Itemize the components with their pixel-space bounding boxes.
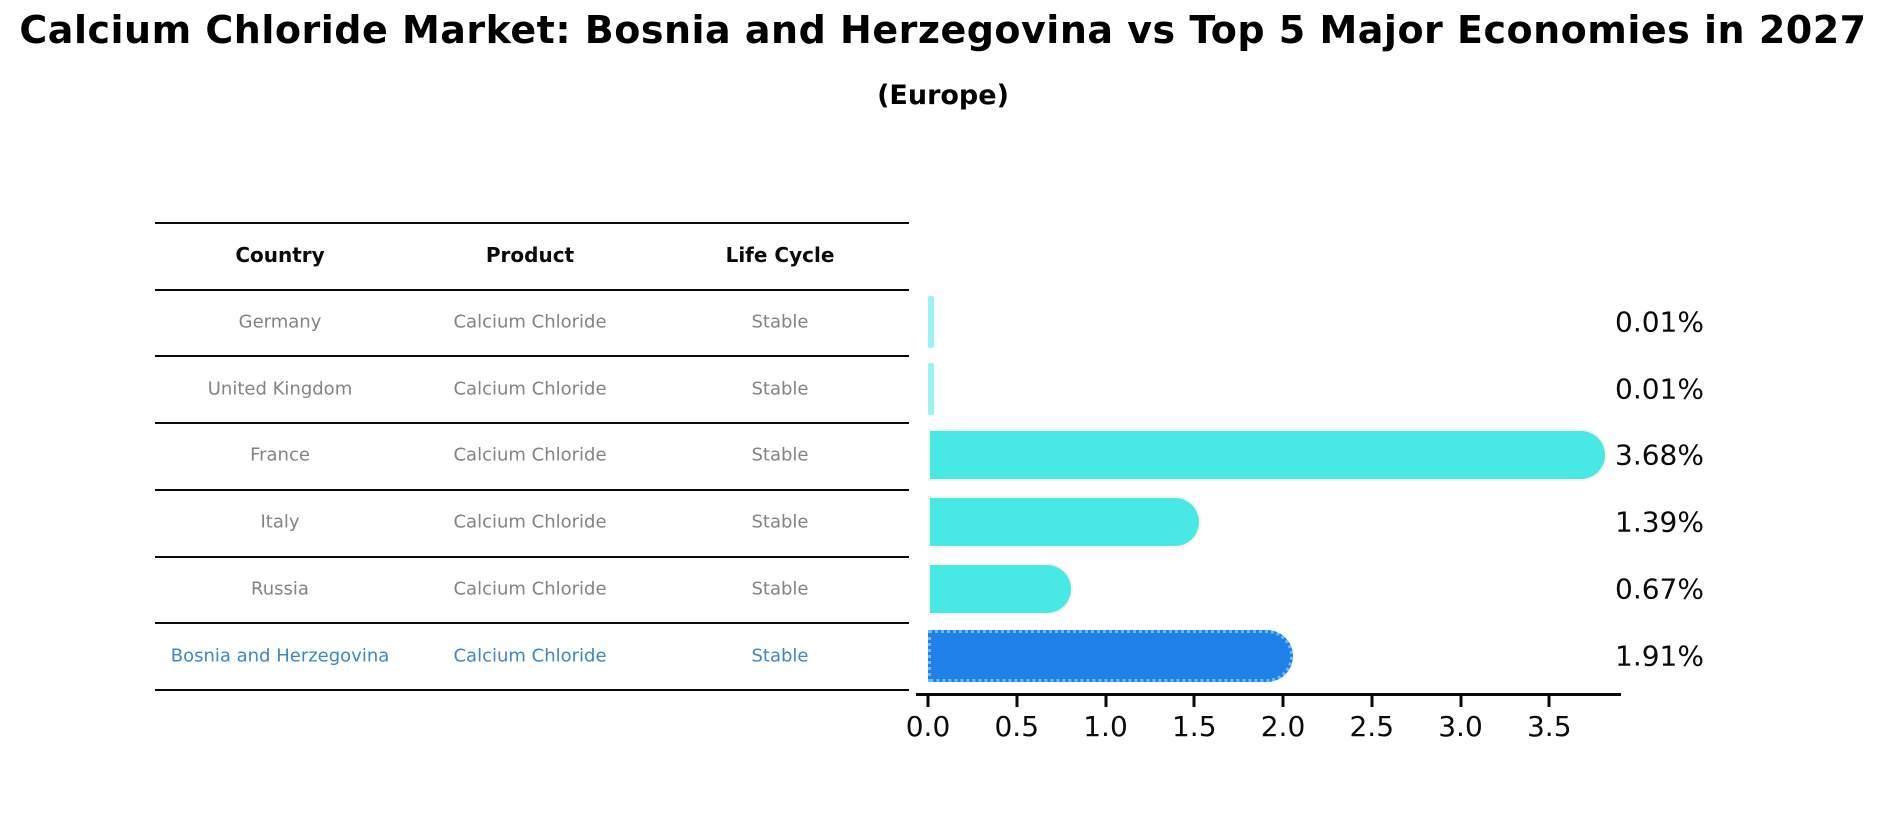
cell-product: Calcium Chloride bbox=[453, 444, 607, 466]
bar-bosnia-and-herzegovina bbox=[928, 629, 1293, 682]
x-axis-tick-label: 2.0 bbox=[1260, 710, 1306, 743]
cell-life-cycle: Stable bbox=[751, 511, 809, 533]
bar-value-label: 3.68% bbox=[1615, 438, 1704, 472]
bar-france bbox=[928, 429, 1607, 482]
cell-product: Calcium Chloride bbox=[453, 645, 607, 667]
table-rule-line bbox=[155, 488, 909, 491]
table-rule-line bbox=[155, 622, 909, 625]
x-axis-tick bbox=[926, 696, 930, 707]
column-header-life-cycle: Life Cycle bbox=[725, 243, 835, 267]
cell-product: Calcium Chloride bbox=[453, 578, 607, 600]
cell-product: Calcium Chloride bbox=[453, 511, 607, 533]
cell-country: Russia bbox=[251, 578, 309, 600]
cell-country: Germany bbox=[238, 311, 322, 333]
x-axis-tick-label: 1.5 bbox=[1171, 710, 1217, 743]
table-rule-line bbox=[155, 355, 909, 358]
x-axis-tick-label: 0.5 bbox=[994, 710, 1040, 743]
cell-country: United Kingdom bbox=[207, 378, 353, 400]
cell-country: Bosnia and Herzegovina bbox=[170, 645, 390, 667]
table-rule-line bbox=[155, 422, 909, 425]
chart-subtitle: (Europe) bbox=[877, 80, 1009, 111]
bar-germany bbox=[928, 296, 934, 349]
x-axis-tick bbox=[1104, 696, 1107, 707]
table-rule-line bbox=[155, 555, 909, 558]
x-axis-tick bbox=[1547, 696, 1551, 707]
cell-country: France bbox=[250, 444, 310, 466]
x-axis-tick bbox=[1370, 696, 1374, 707]
x-axis-tick bbox=[1281, 696, 1285, 707]
bar-value-label: 0.67% bbox=[1615, 572, 1704, 606]
x-axis-tick-label: 2.5 bbox=[1349, 710, 1395, 743]
cell-product: Calcium Chloride bbox=[453, 378, 607, 400]
x-axis-tick bbox=[1192, 696, 1196, 707]
chart-title: Calcium Chloride Market: Bosnia and Herz… bbox=[19, 8, 1867, 52]
x-axis-tick bbox=[1459, 696, 1462, 707]
bar-value-label: 0.01% bbox=[1615, 372, 1704, 406]
cell-country: Italy bbox=[260, 511, 300, 533]
x-axis-tick-label: 3.5 bbox=[1526, 710, 1572, 743]
cell-life-cycle: Stable bbox=[751, 444, 809, 466]
cell-product: Calcium Chloride bbox=[453, 311, 607, 333]
table-rule-line bbox=[155, 688, 909, 691]
x-axis-spine bbox=[916, 693, 1621, 696]
table-rule-line bbox=[155, 288, 909, 291]
cell-life-cycle: Stable bbox=[751, 311, 809, 333]
x-axis-tick bbox=[1015, 696, 1019, 707]
x-axis-tick-label: 1.0 bbox=[1083, 710, 1128, 743]
x-axis-tick-label: 0.0 bbox=[905, 710, 951, 743]
table-rule-line bbox=[155, 222, 909, 224]
x-axis-tick-label: 3.0 bbox=[1438, 710, 1483, 743]
bar-russia bbox=[928, 562, 1073, 615]
bar-italy bbox=[928, 496, 1201, 549]
bar-united-kingdom bbox=[928, 362, 934, 415]
column-header-country: Country bbox=[235, 243, 325, 267]
bar-value-label: 1.39% bbox=[1615, 505, 1704, 539]
cell-life-cycle: Stable bbox=[751, 378, 809, 400]
column-header-product: Product bbox=[485, 243, 575, 267]
cell-life-cycle: Stable bbox=[751, 645, 809, 667]
cell-life-cycle: Stable bbox=[751, 578, 809, 600]
bar-value-label: 1.91% bbox=[1615, 639, 1704, 673]
bar-value-label: 0.01% bbox=[1615, 305, 1704, 339]
